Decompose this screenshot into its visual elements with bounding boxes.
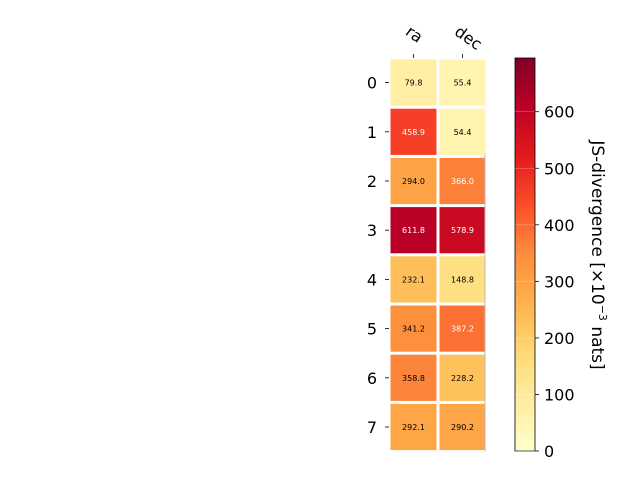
row-tick-label: 1 — [367, 123, 377, 142]
heatmap-cell — [390, 354, 437, 401]
colorbar-label-exponent: −3 — [596, 305, 609, 321]
heatmap-cell — [390, 59, 437, 106]
cell-value-label: 366.0 — [451, 177, 474, 186]
heatmap-cell — [439, 256, 486, 303]
heatmap-cell — [390, 256, 437, 303]
row-tick-label: 2 — [367, 172, 377, 191]
column-ticks: ra dec — [402, 22, 486, 58]
colorbar-label-main: JS-divergence [×10 — [587, 139, 607, 304]
cell-value-label: 358.8 — [402, 374, 425, 383]
cell-value-label: 290.2 — [451, 423, 474, 432]
colorbar-label: JS-divergence [×10−3 nats] — [587, 139, 609, 369]
cell-value-label: 148.8 — [451, 275, 474, 284]
heatmap-cell — [390, 403, 437, 451]
heatmap-cell — [439, 59, 486, 106]
cell-value-label: 578.9 — [451, 226, 474, 235]
row-tick-label: 6 — [367, 369, 377, 388]
colorbar-tick-label: 500 — [544, 159, 575, 178]
heatmap-cell — [439, 354, 486, 401]
row-tick-label: 3 — [367, 221, 377, 240]
colorbar-tick-label: 300 — [544, 272, 575, 291]
colorbar-label-unit: nats] — [587, 321, 607, 370]
cell-value-label: 232.1 — [402, 275, 425, 284]
heatmap-cells: 79.8 55.4 458.9 54.4 294.0 366.0 611.8 578.9 232… — [390, 59, 486, 452]
heatmap-cell — [439, 403, 486, 451]
row-tick-label: 0 — [367, 74, 377, 93]
colorbar-tick-label: 200 — [544, 329, 575, 348]
row-tick-label: 4 — [367, 270, 377, 289]
heatmap-cell — [390, 108, 437, 155]
row-ticks: 0 1 2 3 4 5 6 7 — [367, 74, 389, 437]
row-tick-label: 5 — [367, 320, 377, 339]
heatmap-cell — [390, 207, 437, 254]
colorbar-gradient — [514, 57, 536, 452]
column-tick-label: dec — [451, 22, 485, 54]
column-tick-label: ra — [402, 22, 426, 47]
heatmap-cell — [439, 207, 486, 254]
colorbar: 0 100 200 300 400 500 600 JS-divergence [×10−3… — [514, 57, 609, 461]
heatmap-cell — [439, 305, 486, 352]
cell-value-label: 79.8 — [405, 79, 423, 88]
colorbar-tick-label: 0 — [544, 442, 554, 461]
heatmap-cell — [390, 157, 437, 205]
row-tick-label: 7 — [367, 418, 377, 437]
cell-value-label: 228.2 — [451, 374, 474, 383]
cell-value-label: 341.2 — [402, 325, 425, 334]
cell-value-label: 55.4 — [454, 79, 472, 88]
cell-value-label: 387.2 — [451, 325, 474, 334]
cell-value-label: 458.9 — [402, 128, 425, 137]
cell-value-label: 611.8 — [402, 226, 425, 235]
heatmap-cell — [390, 305, 437, 352]
colorbar-tick-label: 400 — [544, 216, 575, 235]
colorbar-tick-label: 600 — [544, 103, 575, 122]
colorbar-tick-label: 100 — [544, 385, 575, 404]
heatmap-cell — [439, 108, 486, 155]
cell-value-label: 292.1 — [402, 423, 425, 432]
cell-value-label: 294.0 — [402, 177, 425, 186]
cell-value-label: 54.4 — [454, 128, 472, 137]
colorbar-ticks: 0 100 200 300 400 500 600 — [515, 103, 575, 461]
heatmap-cell — [439, 157, 486, 205]
